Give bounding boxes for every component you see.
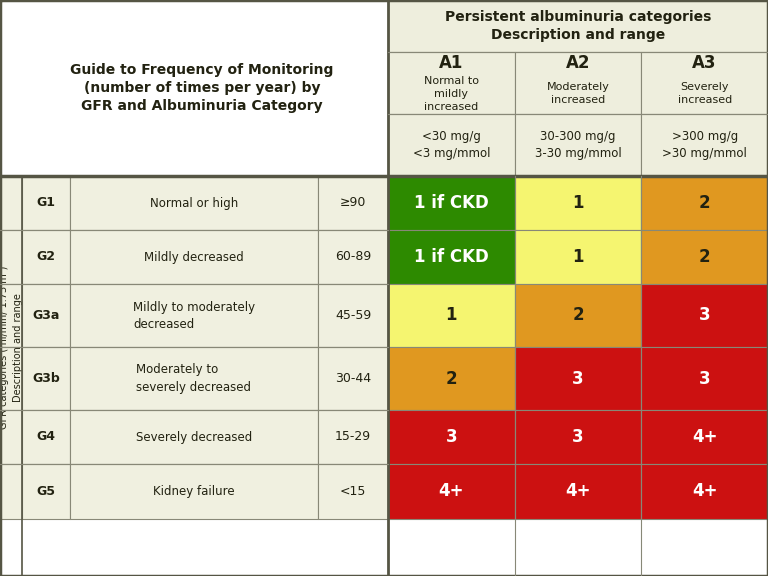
Text: 60-89: 60-89 (335, 251, 371, 263)
Text: 1: 1 (572, 248, 584, 266)
Bar (388, 410, 515, 464)
Bar (388, 0, 768, 52)
Text: 1: 1 (445, 306, 457, 324)
Bar (0, 464, 22, 519)
Bar (318, 464, 388, 519)
Bar (0, 347, 22, 410)
Text: 30-44: 30-44 (335, 372, 371, 385)
Text: 2: 2 (699, 248, 710, 266)
Text: 3: 3 (445, 428, 457, 446)
Text: 1: 1 (572, 194, 584, 212)
Text: <15: <15 (339, 485, 366, 498)
Bar (515, 284, 641, 347)
Bar (318, 347, 388, 410)
Text: 4+: 4+ (692, 428, 717, 446)
Text: Mildly decreased: Mildly decreased (144, 251, 244, 263)
Bar (70, 284, 318, 347)
Text: Normal to
mildly
increased: Normal to mildly increased (424, 75, 478, 112)
Text: 4+: 4+ (692, 483, 717, 501)
Bar (0, 284, 22, 347)
Bar (0, 0, 388, 176)
Bar (515, 52, 641, 114)
Bar (515, 176, 641, 230)
Text: >300 mg/g
>30 mg/mmol: >300 mg/g >30 mg/mmol (662, 130, 747, 160)
Bar (388, 114, 515, 176)
Bar (22, 464, 70, 519)
Bar (22, 347, 70, 410)
Text: 2: 2 (445, 369, 457, 388)
Bar (388, 464, 515, 519)
Text: ≥90: ≥90 (339, 196, 366, 210)
Text: G5: G5 (37, 485, 55, 498)
Text: 45-59: 45-59 (335, 309, 371, 322)
Text: Normal or high: Normal or high (150, 196, 238, 210)
Bar (70, 176, 318, 230)
Text: G1: G1 (37, 196, 55, 210)
Text: A1: A1 (439, 54, 464, 72)
Text: Persistent albuminuria categories
Description and range: Persistent albuminuria categories Descri… (445, 10, 711, 42)
Bar (318, 230, 388, 284)
Bar (70, 410, 318, 464)
Bar (70, 464, 318, 519)
Bar (515, 347, 641, 410)
Text: Mildly to moderately
decreased: Mildly to moderately decreased (133, 301, 255, 331)
Text: <30 mg/g
<3 mg/mmol: <30 mg/g <3 mg/mmol (412, 130, 490, 160)
Bar (515, 114, 641, 176)
Bar (641, 52, 768, 114)
Text: 3: 3 (699, 306, 710, 324)
Text: G3b: G3b (32, 372, 60, 385)
Bar (641, 230, 768, 284)
Bar (0, 410, 22, 464)
Bar (70, 230, 318, 284)
Bar (515, 410, 641, 464)
Text: GFR categories (ml/min/ 1.73 m²)
Description and range: GFR categories (ml/min/ 1.73 m²) Descrip… (0, 266, 22, 429)
Bar (22, 176, 70, 230)
Text: 2: 2 (572, 306, 584, 324)
Bar (22, 410, 70, 464)
Bar (70, 347, 318, 410)
Text: 3: 3 (572, 369, 584, 388)
Text: 4+: 4+ (439, 483, 464, 501)
Bar (641, 284, 768, 347)
Text: Severely decreased: Severely decreased (136, 430, 252, 444)
Bar (515, 464, 641, 519)
Bar (388, 176, 515, 230)
Text: 3: 3 (699, 369, 710, 388)
Text: 2: 2 (699, 194, 710, 212)
Bar (318, 284, 388, 347)
Text: Moderately to
severely decreased: Moderately to severely decreased (137, 363, 251, 393)
Bar (641, 114, 768, 176)
Bar (641, 347, 768, 410)
Bar (22, 284, 70, 347)
Text: Moderately
increased: Moderately increased (547, 82, 610, 105)
Bar (388, 52, 515, 114)
Text: A2: A2 (566, 54, 591, 72)
Bar (641, 410, 768, 464)
Text: 4+: 4+ (565, 483, 591, 501)
Text: 1 if CKD: 1 if CKD (414, 248, 488, 266)
Bar (22, 230, 70, 284)
Bar (641, 176, 768, 230)
Text: G3a: G3a (32, 309, 60, 322)
Text: 3: 3 (572, 428, 584, 446)
Text: 15-29: 15-29 (335, 430, 371, 444)
Text: G4: G4 (37, 430, 55, 444)
Bar (388, 347, 515, 410)
Bar (318, 176, 388, 230)
Text: G2: G2 (37, 251, 55, 263)
Bar (388, 284, 515, 347)
Bar (0, 230, 22, 284)
Bar (388, 230, 515, 284)
Text: Guide to Frequency of Monitoring
(number of times per year) by
GFR and Albuminur: Guide to Frequency of Monitoring (number… (70, 63, 333, 113)
Text: A3: A3 (693, 54, 717, 72)
Text: Kidney failure: Kidney failure (153, 485, 235, 498)
Bar (641, 464, 768, 519)
Bar (318, 410, 388, 464)
Text: 30-300 mg/g
3-30 mg/mmol: 30-300 mg/g 3-30 mg/mmol (535, 130, 621, 160)
Text: 1 if CKD: 1 if CKD (414, 194, 488, 212)
Bar (0, 176, 22, 230)
Bar (515, 230, 641, 284)
Text: Severely
increased: Severely increased (677, 82, 732, 105)
